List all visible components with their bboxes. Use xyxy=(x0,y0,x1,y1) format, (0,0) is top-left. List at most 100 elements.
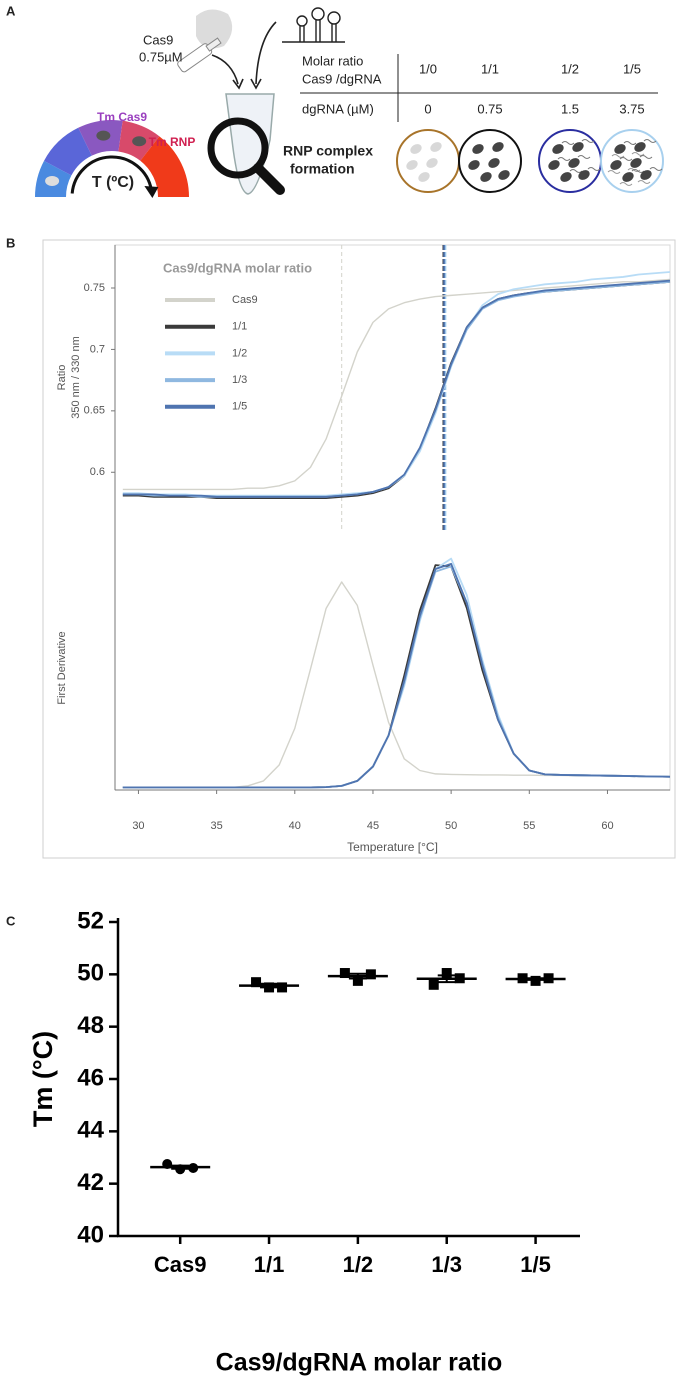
protein-icon xyxy=(640,170,652,180)
rna-icon xyxy=(619,182,633,186)
protein-icon xyxy=(610,160,622,170)
data-point xyxy=(277,982,288,993)
protein-icon xyxy=(572,142,584,152)
series-line xyxy=(122,280,671,498)
table-cell: 0.75 xyxy=(477,101,502,116)
series-line xyxy=(122,581,671,789)
legend-label: 1/1 xyxy=(232,321,247,333)
magnifier-handle xyxy=(253,163,285,195)
series-line xyxy=(122,280,671,499)
x-tick-label: 50 xyxy=(445,820,457,832)
rna-icon xyxy=(623,141,637,145)
tm-cas9-label: Tm Cas9 xyxy=(97,110,147,124)
rnp-label: RNP complex xyxy=(283,143,373,159)
protein-icon xyxy=(96,130,111,141)
x-axis-title: Cas9/dgRNA molar ratio xyxy=(216,1349,503,1377)
panel-frame xyxy=(42,239,676,859)
protein-icon xyxy=(578,170,590,180)
cas9-protein-icon xyxy=(196,9,233,49)
legend-label: Cas9 xyxy=(232,294,258,306)
protein-icon xyxy=(45,175,60,186)
y-tick-label: 50 xyxy=(77,960,104,987)
x-axis-title: Temperature [°C] xyxy=(347,840,438,854)
rnp-label: formation xyxy=(290,161,355,177)
rna-icon xyxy=(637,180,651,184)
table-cell: 1/5 xyxy=(623,61,641,76)
series-line xyxy=(122,562,671,789)
arrowhead xyxy=(250,78,262,90)
rna-icon xyxy=(643,139,657,143)
series-line xyxy=(122,565,671,789)
protein-icon xyxy=(410,144,422,154)
y-tick-label: 46 xyxy=(77,1064,104,1091)
x-tick-label: 45 xyxy=(367,820,379,832)
protein-icon xyxy=(406,160,418,170)
row-header: dgRNA (µM) xyxy=(302,101,374,116)
y-tick-label: 0.7 xyxy=(90,343,105,355)
y-axis-title: First Derivative xyxy=(56,631,68,704)
x-tick-label: 55 xyxy=(523,820,535,832)
series-line xyxy=(122,278,671,491)
x-tick-label: Cas9 xyxy=(154,1252,207,1277)
series-line xyxy=(122,564,671,789)
panel-a: Cas9 0.75µM RNP complex formation Molar … xyxy=(35,7,664,199)
rna-icon xyxy=(619,157,633,161)
rna-icon xyxy=(649,167,663,171)
rna-icon xyxy=(561,141,575,145)
x-tick-label: 60 xyxy=(601,820,613,832)
protein-icon xyxy=(630,158,642,168)
rna-icon xyxy=(557,157,571,161)
protein-icon xyxy=(622,172,634,182)
arrow xyxy=(211,54,239,85)
row-header: Molar ratio xyxy=(302,53,363,68)
protein-icon xyxy=(472,144,484,154)
x-tick-label: 1/2 xyxy=(343,1252,374,1277)
tm-rnp-label: Tm RNP xyxy=(149,135,196,149)
table-cell: 0 xyxy=(424,101,431,116)
x-tick-label: 35 xyxy=(210,820,222,832)
arrowhead xyxy=(144,186,159,199)
protein-icon xyxy=(568,158,580,168)
protein-icon xyxy=(560,172,572,182)
protein-icon xyxy=(132,136,147,147)
protein-icon xyxy=(634,142,646,152)
rna-icon xyxy=(587,167,601,171)
table-cell: 3.75 xyxy=(619,101,644,116)
protein-icon xyxy=(552,144,564,154)
data-point xyxy=(352,975,363,986)
table-cell: 1/1 xyxy=(481,61,499,76)
x-tick-label: 1/3 xyxy=(431,1252,462,1277)
protein-icon xyxy=(426,158,438,168)
y-axis-title: 350 nm / 330 nm xyxy=(70,336,82,419)
y-axis-title: Tm (°C) xyxy=(28,1031,58,1127)
row-header: Cas9 /dgRNA xyxy=(302,71,382,86)
temperature-label: T (ºC) xyxy=(92,174,134,191)
x-tick-label: 1/1 xyxy=(254,1252,285,1277)
data-point xyxy=(428,979,439,990)
cas9-concentration: 0.75µM xyxy=(139,49,183,64)
legend-title: Cas9/dgRNA molar ratio xyxy=(163,260,312,275)
protein-icon xyxy=(480,172,492,182)
x-tick-label: 40 xyxy=(289,820,301,832)
data-point xyxy=(339,968,350,979)
data-point xyxy=(365,969,376,980)
x-tick-label: 30 xyxy=(132,820,144,832)
table-cell: 1/2 xyxy=(561,61,579,76)
magnifier-icon xyxy=(207,117,269,179)
pipette-icon xyxy=(177,37,222,73)
y-tick-label: 0.75 xyxy=(84,282,105,294)
y-tick-label: 44 xyxy=(77,1117,104,1144)
series-line xyxy=(122,557,671,789)
panel-label: A xyxy=(6,3,16,18)
data-point xyxy=(441,968,452,979)
rna-icon xyxy=(639,155,653,159)
y-tick-label: 52 xyxy=(77,907,104,934)
rna-icon xyxy=(569,169,583,173)
series-line xyxy=(122,279,671,498)
y-tick-label: 40 xyxy=(77,1221,104,1248)
arrow xyxy=(255,21,277,85)
arrowhead xyxy=(232,78,244,90)
protein-icon xyxy=(614,144,626,154)
